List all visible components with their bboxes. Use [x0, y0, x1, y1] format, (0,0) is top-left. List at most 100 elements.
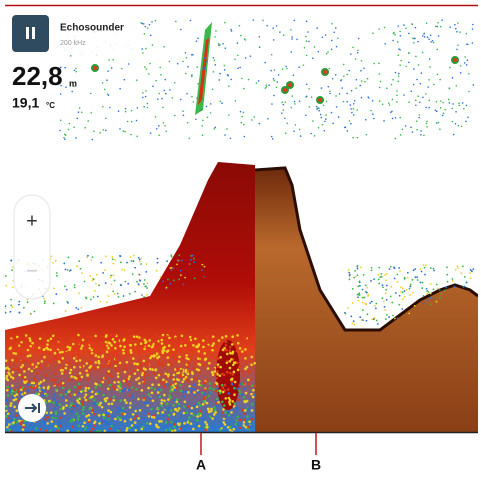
echo-speck [437, 121, 440, 124]
echo-speck [305, 95, 308, 98]
seabed-arch [137, 283, 140, 286]
bottom-noise [143, 378, 147, 381]
zoom-in[interactable]: + [26, 210, 38, 232]
bottom-noise [22, 425, 25, 429]
bottom-noise [149, 356, 152, 360]
seabed-arch [416, 279, 419, 281]
depth-value: 22,8 [12, 61, 63, 91]
bottom-noise [41, 351, 44, 354]
bottom-noise [168, 336, 171, 340]
echo-speck [291, 95, 293, 97]
seabed-arch [96, 295, 99, 298]
echo-speck [360, 80, 363, 82]
echo-speck [299, 135, 302, 137]
bottom-noise [203, 358, 207, 361]
echo-speck [316, 108, 318, 110]
bottom-noise [240, 350, 244, 353]
echo-speck [307, 31, 309, 33]
bottom-noise [5, 415, 8, 418]
echo-speck [410, 126, 412, 129]
bottom-noise [211, 348, 214, 352]
echo-speck [341, 87, 343, 89]
bottom-noise [174, 349, 178, 352]
echo-speck [420, 130, 422, 132]
bottom-noise [75, 359, 78, 363]
bottom-noise [18, 419, 21, 423]
bottom-noise [133, 362, 136, 365]
bottom-noise [173, 429, 177, 432]
bottom-noise [30, 385, 33, 389]
bottom-noise [247, 407, 250, 411]
bottom-noise [148, 422, 152, 426]
bottom-noise [250, 417, 254, 421]
echo-speck [76, 117, 79, 120]
bottom-noise [164, 428, 168, 432]
bottom-noise [77, 424, 80, 428]
bottom-noise [128, 394, 131, 397]
bottom-noise [85, 362, 89, 365]
bottom-noise [27, 381, 31, 384]
bottom-noise [220, 383, 224, 387]
bottom-noise [202, 397, 206, 401]
echo-speck [394, 71, 397, 74]
bottom-noise [208, 382, 212, 385]
seabed-arch [451, 278, 454, 280]
bottom-noise [94, 386, 98, 389]
seabed-arch [193, 277, 196, 280]
bottom-noise [77, 341, 80, 345]
seabed-arch [385, 284, 388, 287]
bottom-noise [18, 370, 22, 373]
echo-speck [175, 20, 177, 23]
echo-speck [219, 72, 221, 75]
seabed-arch [91, 279, 94, 282]
bottom-noise [199, 404, 202, 407]
echo-speck [268, 84, 270, 87]
bottom-noise [162, 378, 165, 382]
zoom-out[interactable]: − [26, 260, 38, 282]
seabed-arch [373, 278, 375, 281]
bottom-noise [61, 381, 65, 385]
echo-speck [451, 107, 453, 110]
pause-icon [32, 27, 35, 39]
echo-speck [265, 86, 268, 88]
echo-speck [416, 78, 418, 81]
bottom-noise [31, 341, 34, 345]
bottom-noise [174, 382, 177, 386]
bottom-noise [193, 391, 196, 394]
echo-speck [163, 45, 165, 48]
bottom-noise [54, 388, 58, 391]
bottom-noise [21, 359, 24, 362]
seabed-arch [379, 276, 382, 279]
bottom-noise [48, 344, 52, 348]
echo-speck [451, 77, 454, 79]
bottom-noise [249, 424, 253, 428]
echo-speck [144, 95, 147, 98]
bottom-noise [242, 424, 246, 427]
bottom-noise [91, 354, 95, 357]
pause-button[interactable] [12, 15, 49, 52]
bottom-noise [244, 367, 247, 371]
echo-speck [378, 73, 381, 75]
seabed-arch [432, 297, 435, 300]
echo-speck [317, 50, 320, 53]
echo-speck [365, 133, 368, 136]
seabed-arch [12, 266, 14, 269]
echo-speck [333, 31, 336, 34]
bottom-noise [233, 386, 236, 390]
echo-speck [69, 55, 72, 57]
echo-speck [399, 64, 401, 66]
bottom-noise [248, 370, 251, 373]
bottom-noise [135, 378, 138, 381]
seabed-arch [348, 273, 351, 276]
bottom-noise [123, 345, 126, 349]
echo-speck [127, 63, 130, 65]
echo-speck [126, 120, 129, 123]
bottom-noise [102, 420, 105, 423]
echo-speck [291, 38, 293, 40]
bottom-noise [147, 415, 151, 418]
bottom-noise [182, 395, 186, 398]
bottom-noise [232, 361, 236, 364]
echo-speck [397, 54, 400, 56]
seabed-arch [370, 266, 373, 269]
